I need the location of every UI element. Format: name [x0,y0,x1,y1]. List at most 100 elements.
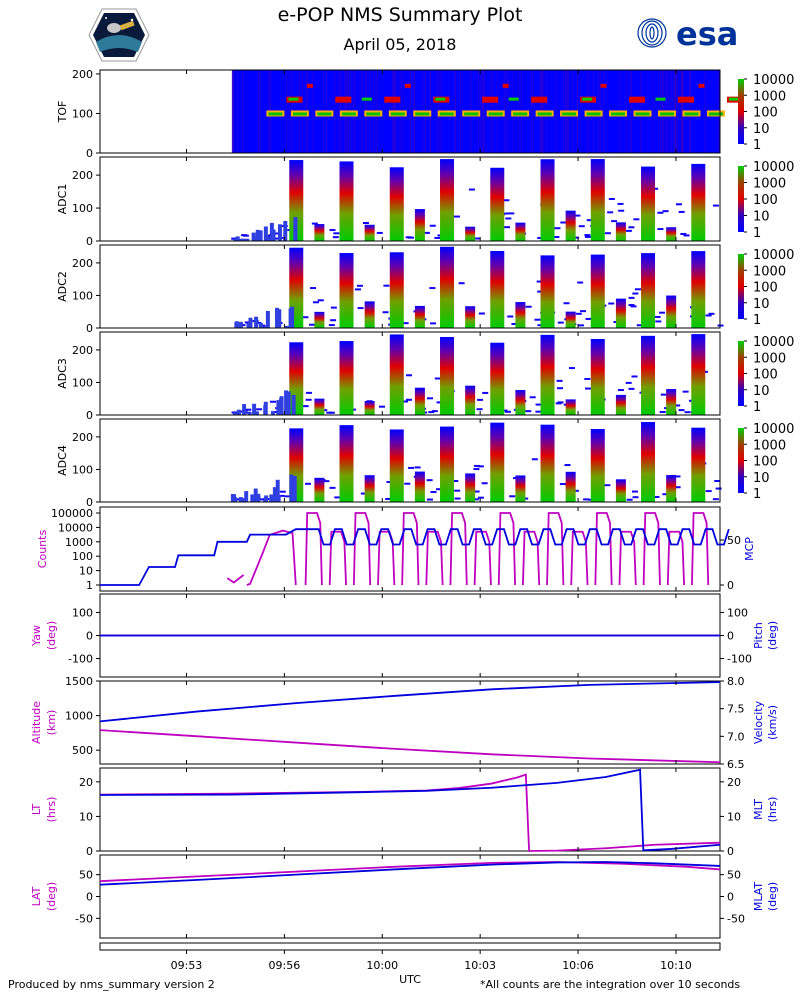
satellite-icon [107,23,121,33]
spectro-column [615,479,626,502]
epop-mission-logo [88,8,150,62]
page-title: e-POP NMS Summary Plot [277,4,523,26]
spectro-column [286,407,291,415]
tof-band [684,112,699,116]
spectro-dash [256,408,263,411]
time-axis-strip [99,942,721,951]
colorbar-label: 1000 [753,438,786,453]
spectro-dash [509,495,516,498]
colorbar-label: 1 [753,487,761,502]
spectro-dash [678,210,685,213]
tof-band [586,112,601,116]
spectro-dash [660,393,667,396]
spectro-column [269,494,274,502]
esa-logo-text: esa [676,15,738,53]
mcp-line [100,528,730,586]
spectro-dash [625,229,632,232]
spectro-dash [657,228,664,231]
spectro-dash [662,210,669,213]
tof-band [582,97,593,101]
spectro-column [465,226,476,241]
colorbar [738,254,744,319]
spectro-dash [405,236,412,239]
mlt-line [99,768,721,852]
spectro-dash [328,324,335,327]
tof-band [678,96,694,103]
spectro-dash [653,496,660,499]
y-tick-label: 1500 [65,675,93,688]
spectro-column [540,334,555,415]
spectro-column [465,473,476,502]
spectro-column [263,226,268,241]
y-axis-unit-right: (deg) [766,621,779,650]
spectro-column [440,159,455,241]
spectro-dash [537,237,544,240]
spectro-dash [584,234,591,237]
tof-band [306,83,313,88]
y-tick-label: 100000 [51,507,93,520]
y-tick-label: 6.5 [727,758,745,771]
spectro-dash [617,389,624,392]
spectrogram-frame-adc3 [99,331,721,416]
spectro-column [284,390,289,415]
spectro-column [242,404,247,415]
spectro-column [590,254,605,328]
colorbar-label: 100 [753,281,778,296]
spectro-dash [356,284,363,287]
spectro-column [248,317,253,328]
y-tick-label: 0 [86,630,93,643]
spectro-column [565,471,576,502]
spectro-column [247,412,252,415]
spectro-dash [435,488,442,491]
spectro-column [364,401,375,415]
spectro-dash [583,498,590,501]
y-tick-label: 0 [86,147,93,160]
spectro-column [254,316,259,328]
y-tick-label: 1000 [65,536,93,549]
spectro-column [615,298,626,328]
tof-band [415,112,430,116]
spectro-column [440,426,455,502]
spectro-dash [715,487,722,490]
tof-band [502,83,509,88]
spectro-column [440,336,455,415]
spectro-dash [376,231,383,234]
spectro-dash [633,218,640,221]
y-tick-label: 200 [72,169,93,182]
spectro-dash [632,496,639,499]
spectro-dash [408,466,415,469]
spectro-column [465,385,476,415]
spectro-column [288,308,293,328]
spectro-column [515,390,526,415]
velocity-line [99,681,721,723]
spectro-column [265,310,270,328]
colorbar [738,341,744,406]
spectro-dash [535,410,542,413]
tof-band [341,112,356,116]
x-tick-label: 10:06 [562,959,594,972]
spectro-dash [714,479,721,482]
spectro-column [284,325,289,328]
spectro-dash [302,405,309,408]
spectro-dash [481,482,488,485]
tof-band [292,112,307,116]
spectro-dash [632,292,639,295]
spectro-column [314,311,325,328]
y-tick-label: 0 [727,579,734,592]
spectro-dash [362,221,369,224]
spectro-dash [557,387,564,390]
spectro-column [233,497,238,502]
tof-band [317,112,332,116]
spectro-dash [279,490,286,493]
spectro-column [276,400,281,415]
spectro-dash [502,212,509,215]
spectro-dash [311,222,318,225]
spectro-dash [401,400,408,403]
spectro-dash [477,398,484,401]
spectro-column [238,238,243,241]
spectro-column [277,224,282,241]
colorbar-label: 100 [753,455,778,470]
tof-band [635,112,650,116]
spectro-dash [535,403,542,406]
spectro-column [291,394,296,415]
